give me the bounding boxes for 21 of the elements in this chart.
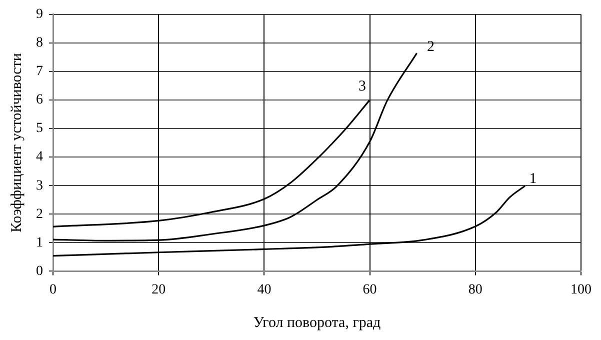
- y-tick-label: 6: [36, 92, 43, 108]
- y-tick-label: 7: [36, 64, 43, 80]
- series-label: 2: [427, 39, 435, 56]
- x-tick-label: 80: [468, 282, 482, 298]
- y-tick-label: 3: [36, 178, 43, 194]
- y-tick-label: 5: [36, 121, 43, 136]
- x-tick-label: 20: [152, 282, 166, 298]
- x-axis-title: Угол поворота, град: [253, 314, 381, 331]
- x-tick-label: 100: [570, 282, 592, 298]
- x-tick-label: 60: [362, 282, 377, 298]
- y-tick-label: 8: [36, 36, 43, 51]
- y-tick-label: 0: [36, 264, 43, 279]
- x-tick-label: 40: [257, 282, 272, 298]
- y-axis-title: Коэффициент устойчивости: [8, 53, 25, 233]
- y-tick-label: 9: [36, 7, 43, 22]
- x-tick-label: 0: [50, 282, 56, 298]
- y-tick-label: 2: [36, 206, 43, 222]
- y-tick-label: 1: [36, 235, 43, 250]
- y-tick-label: 4: [36, 150, 43, 165]
- series-label: 1: [529, 170, 537, 187]
- series-label: 3: [358, 78, 366, 95]
